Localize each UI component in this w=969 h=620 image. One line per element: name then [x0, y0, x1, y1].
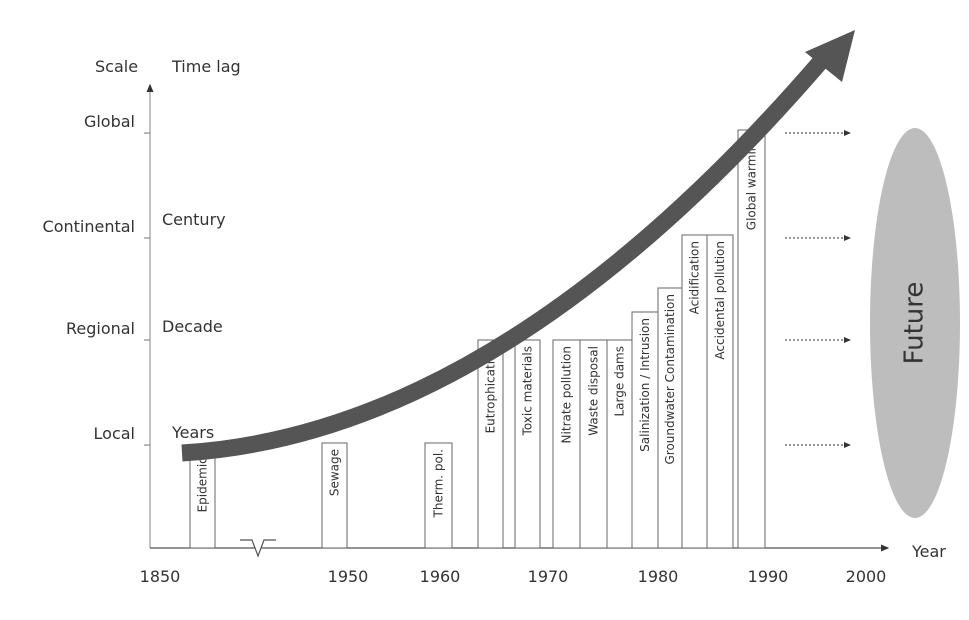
x-label: 1950: [328, 567, 369, 586]
problem-label: Epidemics: [196, 451, 210, 512]
problem-label: Eutrophication: [484, 346, 498, 433]
x-label: 1970: [528, 567, 569, 586]
problem-bar: [189, 444, 216, 549]
problem-label: Groundwater Contamination: [663, 294, 677, 465]
time-lag-label: Decade: [162, 317, 223, 336]
problem-bar: [321, 442, 348, 549]
scale-title: Scale: [95, 57, 138, 76]
problem-label: Waste disposal: [587, 346, 601, 436]
scale-label: Continental: [43, 217, 135, 236]
time-lag-title: Time lag: [171, 57, 241, 76]
problem-label: Large dams: [613, 346, 627, 417]
future-label: Future: [900, 282, 930, 365]
problem-bar: [424, 442, 453, 549]
scale-label: Local: [94, 424, 135, 443]
problem-bar: [737, 129, 766, 549]
problem-bar: [631, 311, 659, 549]
problem-label: Acidification: [688, 241, 702, 314]
problem-bar: [552, 339, 581, 549]
x-label: 1990: [748, 567, 789, 586]
axis-break: [240, 539, 276, 558]
x-label: 1980: [638, 567, 679, 586]
problem-bar: [514, 339, 541, 549]
problem-label: Therm. pol.: [432, 449, 446, 518]
future-ellipse: [870, 128, 960, 518]
time-lag-label: Years: [171, 423, 214, 442]
problem-bar: [681, 234, 708, 549]
problem-label: Accidental pollution: [713, 241, 727, 360]
time-lag-label: Century: [162, 210, 226, 229]
problem-label: Salinization / Intrusion: [638, 318, 652, 452]
x-label: 1960: [420, 567, 461, 586]
trend-arrowhead: [805, 30, 855, 82]
problem-bar: [606, 339, 633, 549]
problem-bar: [706, 234, 734, 549]
scale-label: Regional: [66, 319, 135, 338]
scale-label: Global: [84, 112, 135, 131]
trend-arrow: [181, 54, 829, 462]
x-label: 2000: [846, 567, 887, 586]
problem-label: Nitrate pollution: [560, 346, 574, 443]
problem-label: Global warming: [745, 136, 759, 230]
problem-bar: [477, 339, 504, 549]
problem-bar: [579, 339, 608, 549]
problem-label: Sewage: [328, 449, 342, 496]
problem-label: Toxic materials: [521, 346, 535, 436]
x-title: Year: [911, 542, 946, 561]
x-label: 1850: [140, 567, 181, 586]
